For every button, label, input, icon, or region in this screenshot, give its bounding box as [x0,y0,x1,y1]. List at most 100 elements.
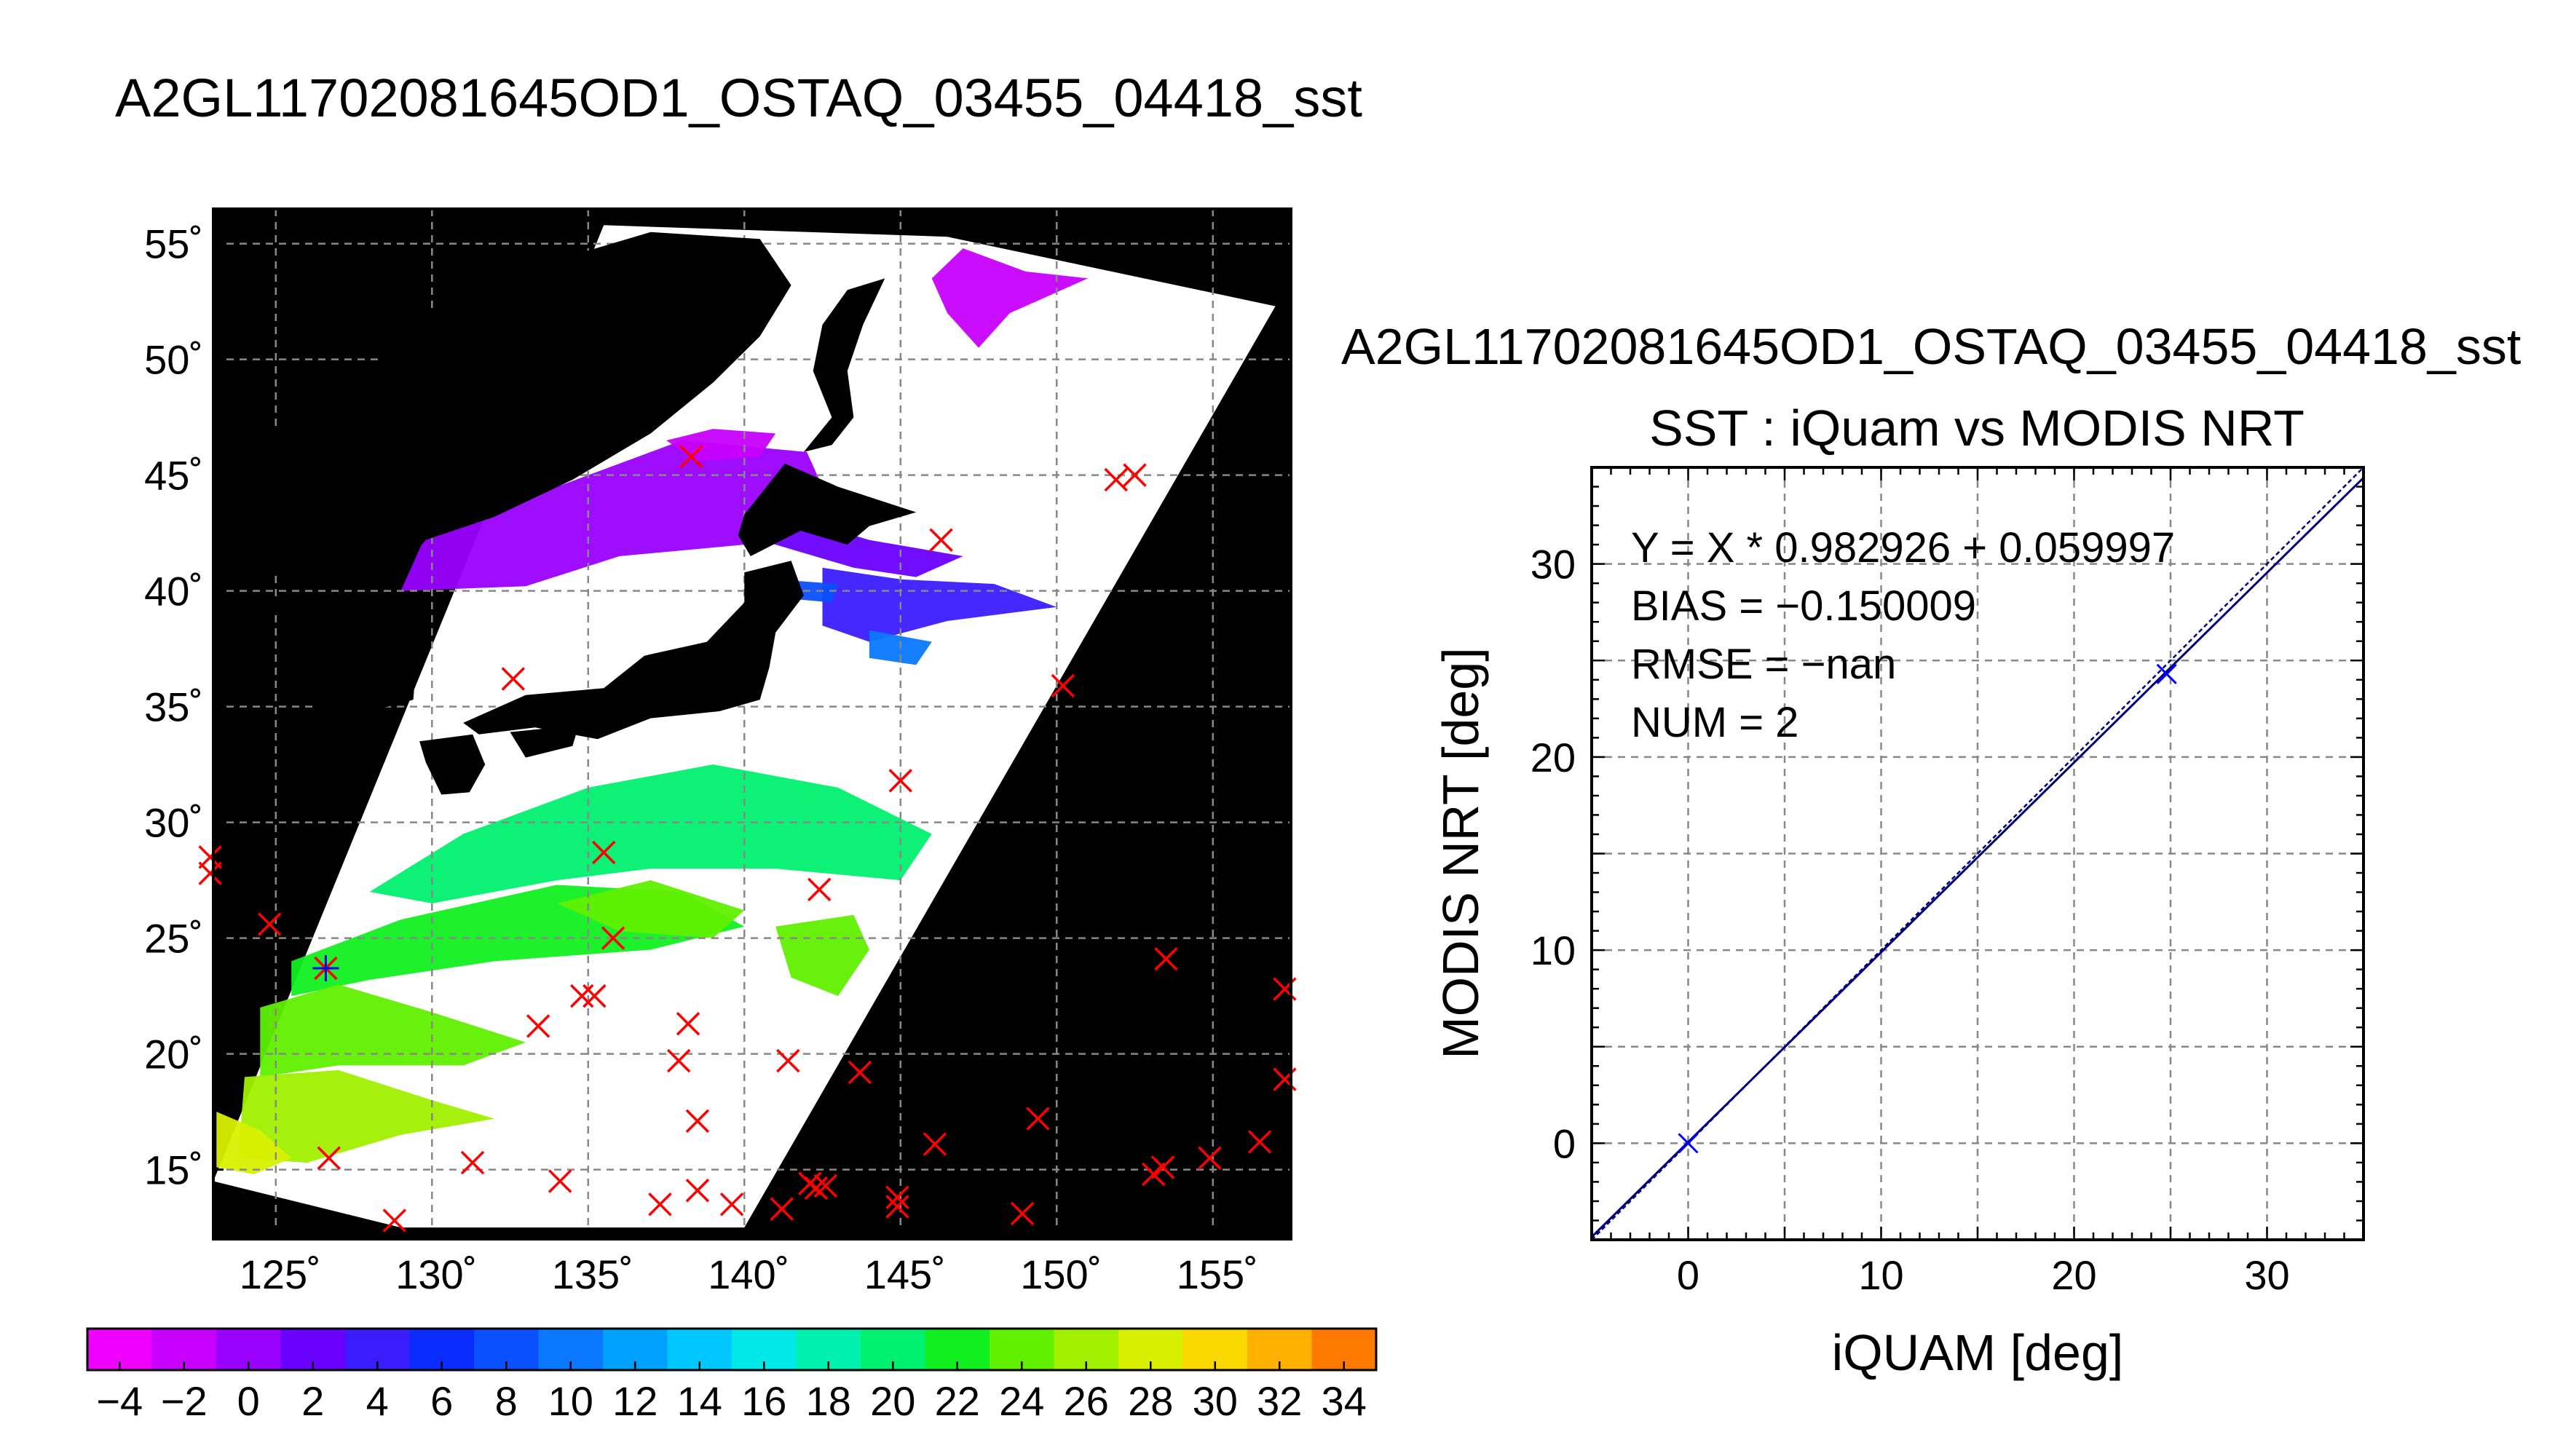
map-ytick-label: 15˚ [144,1147,203,1193]
colorbar-tick-label: 2 [301,1378,324,1424]
scatter-subtitle: SST : iQuam vs MODIS NRT [1649,400,2305,456]
buoy-marker [776,1048,800,1073]
map-ytick-label: 30˚ [144,800,203,846]
land-honshu [463,561,804,740]
map-ytick-label: 50˚ [144,337,203,383]
colorbar-tick-label: 20 [870,1378,915,1424]
scatter-ytick-label: 0 [1553,1120,1576,1166]
map-xtick-label: 130˚ [395,1251,477,1297]
colorbar-tick-label: 22 [935,1378,980,1424]
colorbar-tick-label: 8 [495,1378,518,1424]
colorbar-tick-label: 16 [741,1378,786,1424]
map-ytick-label: 45˚ [144,453,203,499]
map-ytick-label: 35˚ [144,684,203,730]
scatter-point [1678,1133,1699,1154]
colorbar-tick-label: 10 [548,1378,593,1424]
land-china-coast [213,232,791,587]
scatter-ylabel: MODIS NRT [deg] [1432,647,1489,1059]
scatter-stat-line: RMSE = −nan [1631,641,1896,688]
colorbar-tick-label: 18 [806,1378,851,1424]
buoy-marker [929,528,953,552]
map-xtick-label: 145˚ [864,1251,946,1297]
buoy-marker [1051,673,1075,698]
matchup-marker [312,954,339,981]
sst-patch [931,248,1089,348]
buoy-marker [1123,463,1147,487]
sst-patch [775,914,869,997]
colorbar-tick-label: 0 [237,1378,260,1424]
buoy-marker [685,1109,710,1133]
scatter-xlabel: iQUAM [deg] [1832,1324,2124,1381]
buoy-marker [719,1192,744,1216]
colorbar-tick-label: 32 [1257,1378,1302,1424]
buoy-marker [666,1048,691,1073]
scatter-title: A2GL11702081645OD1_OSTAQ_03455_04418_sst [1341,318,2521,375]
land-hokkaido [738,463,917,556]
map-ytick-label: 25˚ [144,916,203,962]
map-frame [212,207,1292,1241]
scatter-xtick-label: 0 [1677,1252,1699,1298]
page-title: A2GL11702081645OD1_OSTAQ_03455_04418_sst [115,68,1362,128]
buoy-marker [885,1185,909,1210]
scatter-ytick-label: 30 [1531,542,1576,587]
scatter-xtick-label: 10 [1858,1252,1903,1298]
map-xtick-label: 140˚ [708,1251,789,1297]
buoy-marker [1154,947,1178,971]
sst-patch [216,1112,292,1174]
land-korea [313,625,416,721]
land-sakhalin [803,278,885,452]
scatter-stat-line: NUM = 2 [1631,699,1798,746]
buoy-marker [888,769,913,793]
buoy-marker [460,1150,485,1175]
colorbar-tick-label: 24 [999,1378,1044,1424]
colorbar-tick-label: 4 [366,1378,389,1424]
buoy-marker [1026,1107,1050,1131]
map-ytick-label: 40˚ [144,569,203,614]
buoy-marker [317,1146,341,1170]
scatter-stat-line: BIAS = −0.150009 [1631,582,1976,630]
scatter-xtick-label: 30 [2244,1252,2289,1298]
buoy-marker [569,984,594,1008]
scatter-stat-line: Y = X * 0.982926 + 0.059997 [1631,524,2175,571]
buoy-marker [807,877,832,902]
buoy-marker [685,1178,710,1203]
colorbar-tick-label: 26 [1064,1378,1109,1424]
scatter-ytick-label: 20 [1531,735,1576,780]
map-xtick-label: 135˚ [552,1251,633,1297]
buoy-marker [501,667,526,691]
buoy-marker [257,912,282,936]
sst-patch [260,984,526,1077]
buoy-marker [591,840,616,865]
buoy-marker [648,1192,672,1216]
buoy-marker [679,444,703,469]
sst-patch [238,1069,495,1163]
land-kyushu [419,734,486,795]
land-shikoku [510,725,579,758]
map-xtick-label: 125˚ [240,1251,321,1297]
buoy-marker [583,984,607,1008]
scatter-xtick-label: 20 [2051,1252,2096,1298]
sst-patch [556,880,745,938]
colorbar-tick-label: 28 [1128,1378,1173,1424]
colorbar-tick-label: 6 [430,1378,453,1424]
scatter-point [2156,663,2177,684]
buoy-marker [1247,1130,1272,1154]
buoy-marker [804,1176,829,1200]
regression-line [1592,477,2364,1238]
scatter-frame [1590,466,2365,1241]
colorbar-tick-label: 30 [1193,1378,1238,1424]
sst-patch [400,440,838,591]
buoy-marker [923,1132,947,1156]
colorbar-tick-label: −2 [161,1378,208,1424]
buoy-marker [848,1060,872,1085]
scatter-ytick-label: 10 [1531,927,1576,973]
colorbar-tick-label: 34 [1322,1378,1367,1424]
colorbar-tick-label: 14 [677,1378,722,1424]
colorbar-tick-label: 12 [612,1378,657,1424]
buoy-marker [1104,467,1129,492]
buoy-marker [526,1014,550,1038]
buoy-marker [1150,1155,1175,1179]
